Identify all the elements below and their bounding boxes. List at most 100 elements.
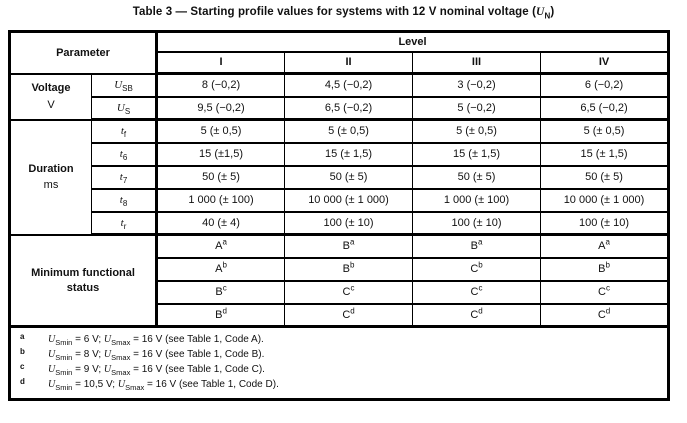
table-title-text: Table 3 — Starting profile values for sy…: [132, 6, 537, 18]
footnote-text: USmin = 8 V; USmax = 16 V (see Table 1, …: [48, 349, 265, 362]
symbol-cell-usb: USB: [90, 72, 159, 98]
symbol-cell-us: US: [90, 95, 159, 121]
value-cell: 15 (± 1,5): [284, 141, 414, 167]
status-label-line2: status: [66, 281, 100, 294]
value-cell: 50 (± 5): [540, 164, 670, 190]
voltage-row-usb: Voltage V USB 8 (−0,2) 4,5 (−0,2) 3 (−0,…: [9, 72, 670, 121]
footnote-a: a USmin = 6 V; USmax = 16 V (see Table 1…: [17, 332, 659, 347]
voltage-symbol-subscript: N: [544, 11, 551, 21]
status-row-b: Ab Bb Cb Bb: [10, 256, 670, 282]
duration-row-t6: t6 15 (±1,5) 15 (± 1,5) 15 (± 1,5) 15 (±…: [10, 141, 670, 167]
value-cell: 10 000 (± 1 000): [284, 187, 414, 213]
value-cell: 100 (± 10): [284, 210, 414, 236]
footnote-b: b USmin = 8 V; USmax = 16 V (see Table 1…: [17, 347, 659, 362]
status-label-line1: Minimum functional: [31, 266, 135, 279]
value-cell: 15 (±1,5): [156, 141, 286, 167]
value-cell: 15 (± 1,5): [412, 141, 542, 167]
value-cell: 5 (± 0,5): [412, 118, 542, 144]
value-cell: 50 (± 5): [156, 164, 286, 190]
value-cell: 9,5 (−0,2): [156, 95, 286, 121]
voltage-group-label: Voltage V: [9, 72, 92, 121]
value-cell: 1 000 (± 100): [412, 187, 542, 213]
value-cell: 6,5 (−0,2): [284, 95, 414, 121]
symbol-cell-t6: t6: [90, 141, 159, 167]
value-cell: 5 (± 0,5): [540, 118, 670, 144]
footnote-c: c USmin = 9 V; USmax = 16 V (see Table 1…: [17, 362, 659, 377]
footnotes-cell: a USmin = 6 V; USmax = 16 V (see Table 1…: [8, 325, 670, 401]
value-cell: 4,5 (−0,2): [284, 72, 414, 98]
status-cell: Bb: [284, 256, 414, 282]
value-cell: 10 000 (± 1 000): [540, 187, 670, 213]
status-cell: Ba: [412, 233, 542, 259]
duration-row-tr: tr 40 (± 4) 100 (± 10) 100 (± 10) 100 (±…: [10, 210, 670, 236]
table-title: Table 3 — Starting profile values for sy…: [0, 6, 687, 21]
value-cell: 6 (−0,2): [540, 72, 670, 98]
duration-row-t7: t7 50 (± 5) 50 (± 5) 50 (± 5) 50 (± 5): [10, 164, 670, 190]
voltage-row-us: US 9,5 (−0,2) 6,5 (−0,2) 5 (−0,2) 6,5 (−…: [10, 95, 670, 121]
header-level-cell: Level: [156, 30, 670, 53]
header-row-columns: I II III IV: [10, 50, 670, 75]
symbol-cell-tr: tr: [90, 210, 159, 236]
symbol-cell-t8: t8: [90, 187, 159, 213]
voltage-symbol: U: [536, 6, 545, 18]
status-cell: Cc: [540, 279, 670, 305]
status-cell: Ba: [284, 233, 414, 259]
footnote-marker: c: [20, 362, 25, 371]
value-cell: 5 (± 0,5): [284, 118, 414, 144]
duration-label: Duration: [28, 162, 74, 175]
value-cell: 50 (± 5): [284, 164, 414, 190]
status-row-a: Minimum functional status Aa Ba Ba Aa: [8, 233, 670, 328]
value-cell: 6,5 (−0,2): [540, 95, 670, 121]
value-cell: 8 (−0,2): [156, 72, 286, 98]
symbol-cell-t7: t7: [90, 164, 159, 190]
symbol-cell-tf: tf: [90, 118, 159, 144]
value-cell: 5 (−0,2): [412, 95, 542, 121]
header-level-iv: IV: [540, 50, 670, 75]
footnote-marker: d: [20, 377, 25, 386]
status-cell: Ab: [156, 256, 286, 282]
status-cell: Cc: [412, 279, 542, 305]
starting-profile-table: Parameter Level I II III IV Voltage V US…: [8, 30, 671, 401]
duration-row-tf: Duration ms tf 5 (± 0,5) 5 (± 0,5) 5 (± …: [9, 118, 670, 236]
value-cell: 40 (± 4): [156, 210, 286, 236]
header-parameter-cell: Parameter: [8, 30, 159, 75]
status-cell: Bd: [156, 302, 286, 328]
status-cell: Cd: [540, 302, 670, 328]
status-cell: Bc: [156, 279, 286, 305]
status-cell: Cd: [284, 302, 414, 328]
status-cell: Aa: [540, 233, 670, 259]
header-level-i: I: [156, 50, 286, 75]
status-cell: Aa: [156, 233, 286, 259]
header-row-level: Parameter Level: [8, 30, 670, 75]
value-cell: 5 (± 0,5): [156, 118, 286, 144]
footnote-marker: a: [20, 332, 25, 341]
status-cell: Bb: [540, 256, 670, 282]
table-title-suffix: ): [550, 6, 555, 18]
value-cell: 1 000 (± 100): [156, 187, 286, 213]
status-row-c: Bc Cc Cc Cc: [10, 279, 670, 305]
status-cell: Cb: [412, 256, 542, 282]
voltage-label: Voltage: [31, 82, 71, 94]
value-cell: 15 (± 1,5): [540, 141, 670, 167]
duration-unit: ms: [43, 179, 59, 191]
voltage-unit: V: [47, 98, 55, 111]
value-cell: 50 (± 5): [412, 164, 542, 190]
status-row-d: Bd Cd Cd Cd: [10, 302, 670, 328]
value-cell: 100 (± 10): [540, 210, 670, 236]
value-cell: 3 (−0,2): [412, 72, 542, 98]
header-level-iii: III: [412, 50, 542, 75]
duration-group-label: Duration ms: [9, 118, 92, 236]
status-group-label: Minimum functional status: [8, 233, 159, 328]
footnote-text: USmin = 10,5 V; USmax = 16 V (see Table …: [48, 379, 279, 392]
value-cell: 100 (± 10): [412, 210, 542, 236]
footnotes-row: a USmin = 6 V; USmax = 16 V (see Table 1…: [8, 325, 670, 401]
duration-row-t8: t8 1 000 (± 100) 10 000 (± 1 000) 1 000 …: [10, 187, 670, 213]
footnote-marker: b: [20, 347, 25, 356]
status-cell: Cc: [284, 279, 414, 305]
footnote-text: USmin = 9 V; USmax = 16 V (see Table 1, …: [48, 364, 265, 377]
footnote-d: d USmin = 10,5 V; USmax = 16 V (see Tabl…: [17, 377, 659, 392]
footnote-text: USmin = 6 V; USmax = 16 V (see Table 1, …: [48, 334, 264, 347]
header-level-ii: II: [284, 50, 414, 75]
status-cell: Cd: [412, 302, 542, 328]
